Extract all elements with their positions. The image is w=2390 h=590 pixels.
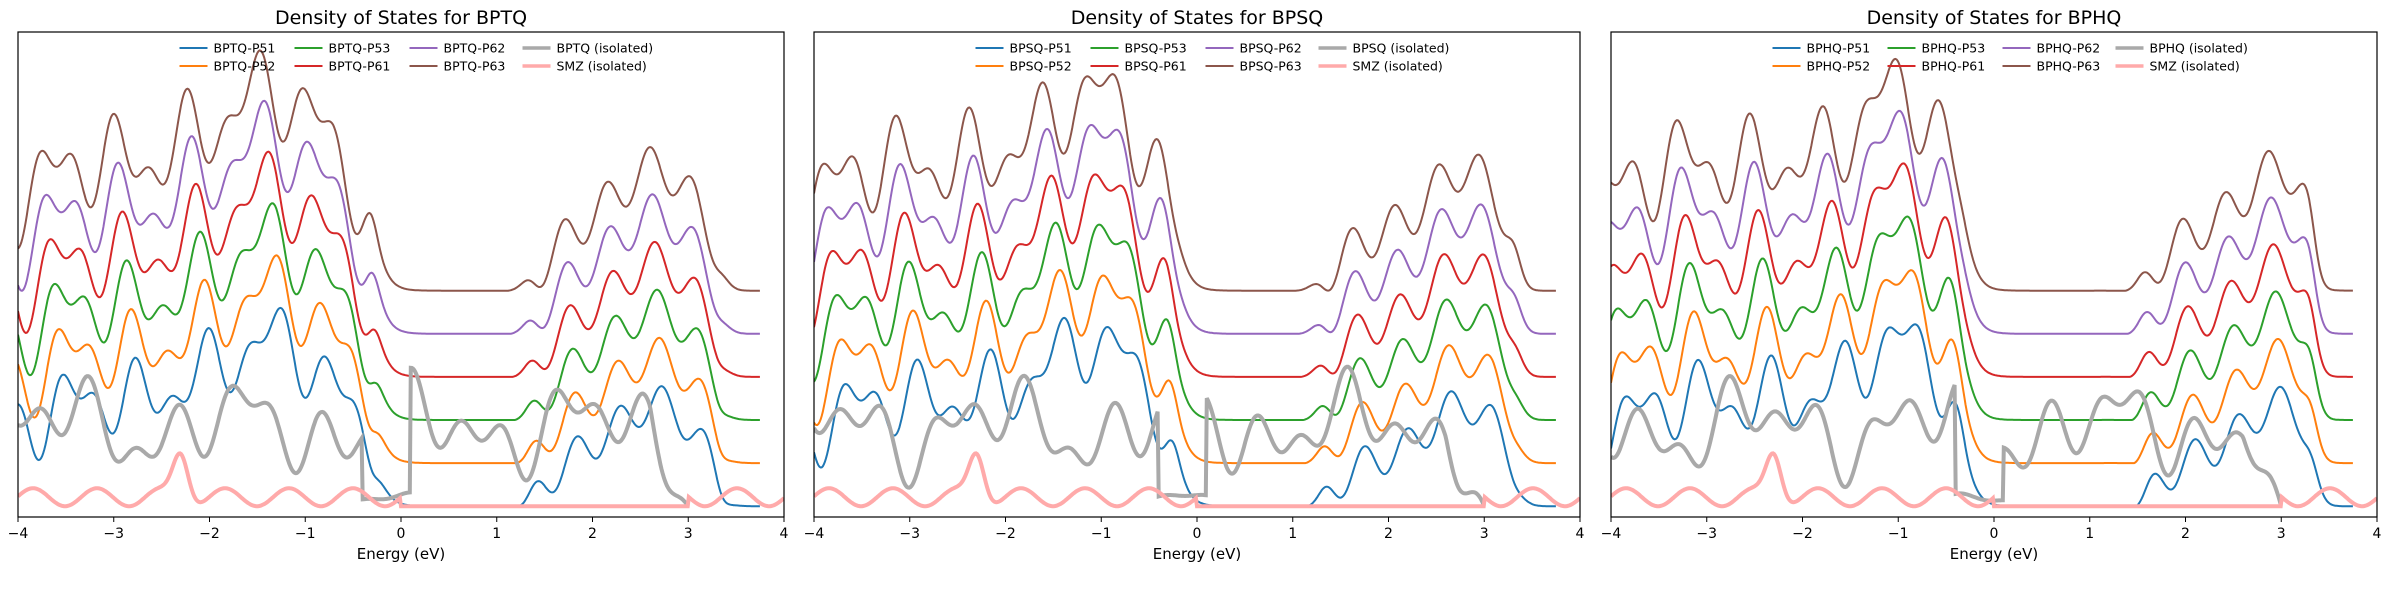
legend: BPSQ-P51 BPSQ-P52 BPSQ-P53 BPSQ-P61 BPSQ-P62… (975, 41, 1450, 74)
x-tick-label: −1 (1888, 526, 1909, 542)
series-line-smz (814, 451, 1580, 509)
legend-entry: BPHQ-P53 (1922, 41, 1986, 56)
legend-entry: BPTQ-P63 (444, 59, 506, 74)
x-tick-label: 1 (1288, 526, 1297, 542)
dos-curves (1611, 57, 2377, 509)
legend-entry: SMZ (isolated) (1353, 59, 1443, 74)
legend-entry: BPHQ-P61 (1922, 59, 1986, 74)
x-tick-label: 0 (397, 526, 406, 542)
legend-entry: BPHQ (isolated) (2150, 41, 2248, 56)
series-line-4 (814, 173, 1556, 378)
x-tick-label: 4 (1576, 526, 1585, 542)
series-line-1 (18, 306, 760, 508)
x-tick-label: −2 (1792, 526, 1813, 542)
legend-entry: BPSQ-P63 (1240, 59, 1302, 74)
legend-entry: SMZ (isolated) (557, 59, 647, 74)
legend-entry: BPTQ-P53 (329, 41, 391, 56)
legend-entry: BPSQ-P53 (1125, 41, 1187, 56)
series-line-6 (1611, 57, 2353, 292)
series-line-2 (18, 254, 760, 465)
legend: BPHQ-P51 BPHQ-P52 BPHQ-P53 BPHQ-P61 BPHQ-P62… (1772, 41, 2248, 74)
series-line-4 (1611, 162, 2353, 378)
legend-entry: BPSQ-P61 (1125, 59, 1187, 74)
legend-entry: BPSQ-P52 (1010, 59, 1072, 74)
x-tick-label: 3 (684, 526, 693, 542)
x-tick-label: 1 (2085, 526, 2094, 542)
legend-entry: BPHQ-P51 (1807, 41, 1871, 56)
series-line-5 (18, 99, 760, 335)
x-tick-label: 2 (2181, 526, 2190, 542)
x-tick-label: 2 (1384, 526, 1393, 542)
x-tick-label: −3 (1696, 526, 1717, 542)
x-tick-label: −1 (1091, 526, 1112, 542)
series-line-5 (814, 124, 1556, 335)
series-line-6 (18, 49, 760, 292)
x-axis-label: Energy (eV) (1950, 545, 2038, 563)
series-line-2 (814, 268, 1556, 465)
series-line-3 (18, 202, 760, 421)
series-line-1 (1611, 323, 2353, 508)
x-tick-label: −4 (8, 526, 29, 542)
x-tick-label: −4 (1601, 526, 1622, 542)
series-line-smz (1611, 451, 2377, 509)
series-line-1 (814, 316, 1556, 508)
legend-entry: SMZ (isolated) (2150, 59, 2240, 74)
legend-entry: BPSQ (isolated) (1353, 41, 1450, 56)
legend-entry: BPTQ-P51 (214, 41, 276, 56)
series-line-isolated (1611, 374, 2283, 505)
legend-entry: BPHQ-P63 (2037, 59, 2101, 74)
legend: BPTQ-P51 BPTQ-P52 BPTQ-P53 BPTQ-P61 BPTQ-P62… (179, 41, 654, 74)
x-tick-label: −3 (103, 526, 124, 542)
x-tick-label: −2 (199, 526, 220, 542)
x-tick-label: 0 (1990, 526, 1999, 542)
dos-curves (814, 73, 1580, 509)
chart-title: Density of States for BPHQ (1867, 7, 2122, 29)
x-tick-label: 0 (1193, 526, 1202, 542)
x-tick-label: 4 (2373, 526, 2382, 542)
x-tick-label: −3 (899, 526, 920, 542)
series-line-4 (18, 150, 760, 378)
legend-entry: BPHQ-P52 (1807, 59, 1871, 74)
legend-entry: BPTQ (isolated) (557, 41, 654, 56)
x-tick-label: −4 (804, 526, 825, 542)
legend-entry: BPHQ-P62 (2037, 41, 2101, 56)
x-axis-label: Energy (eV) (1153, 545, 1241, 563)
legend-entry: BPSQ-P51 (1010, 41, 1072, 56)
series-line-5 (1611, 109, 2353, 335)
dos-panel-2: Density of States for BPSQ −4 −3 −2 −1 0 1 2 3 4 E… (804, 7, 1585, 563)
dos-panel-3: Density of States for BPHQ −4 −3 −2 −1 0 1 2 3 4 E… (1601, 7, 2382, 563)
x-tick-label: 3 (1480, 526, 1489, 542)
dos-curves (18, 49, 784, 509)
x-tick-label: −2 (995, 526, 1016, 542)
axes-frame (813, 31, 1581, 518)
x-tick-label: 2 (588, 526, 597, 542)
series-line-3 (1611, 215, 2353, 421)
x-axis-label: Energy (eV) (357, 545, 445, 563)
series-line-3 (814, 221, 1556, 421)
legend-entry: BPSQ-P62 (1240, 41, 1302, 56)
legend-entry: BPTQ-P62 (444, 41, 506, 56)
chart-title: Density of States for BPSQ (1071, 7, 1324, 29)
series-line-isolated (18, 365, 690, 507)
series-line-6 (814, 73, 1556, 292)
dos-panel-1: Density of States for BPTQ −4 −3 −2 −1 0 1 2 3 4 E… (8, 7, 789, 563)
series-line-2 (1611, 269, 2353, 465)
series-line-isolated (814, 364, 1486, 506)
x-tick-label: 1 (492, 526, 501, 542)
x-tick-label: −1 (295, 526, 316, 542)
legend-entry: BPTQ-P52 (214, 59, 276, 74)
x-tick-label: 3 (2277, 526, 2286, 542)
chart-title: Density of States for BPTQ (275, 7, 527, 29)
x-tick-label: 4 (780, 526, 789, 542)
series-line-smz (18, 451, 784, 509)
legend-entry: BPTQ-P61 (329, 59, 391, 74)
